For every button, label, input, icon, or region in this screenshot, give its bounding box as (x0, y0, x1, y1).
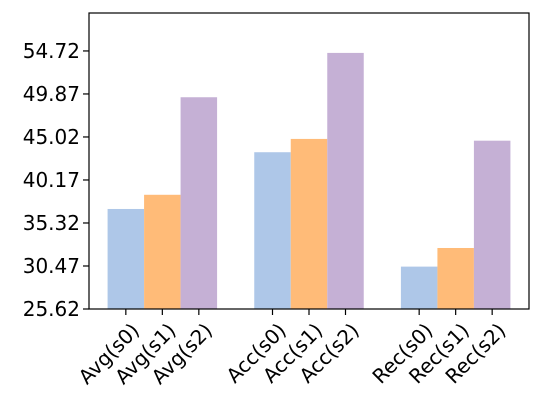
bar-rec-s1 (437, 247, 474, 309)
bar-avg-s2 (180, 97, 218, 309)
bar-acc-s0 (254, 152, 291, 309)
y-tick-label: 30.47 (23, 254, 80, 278)
y-tick-label: 45.02 (23, 125, 80, 149)
y-tick-label: 49.87 (23, 82, 80, 106)
y-axis: 25.62 30.47 35.32 40.17 45.02 49.87 54.72 (23, 39, 89, 321)
y-tick-label: 40.17 (23, 168, 80, 192)
y-tick-label: 35.32 (23, 211, 80, 235)
y-tick-label: 54.72 (23, 39, 80, 63)
x-axis: Avg(s0)Avg(s1)Avg(s2) Acc(s0)Acc(s1)Acc(s… (74, 309, 510, 389)
bar-rec-s2 (473, 140, 511, 309)
y-tick-label: 25.62 (23, 297, 80, 321)
bar-avg-s0 (107, 208, 145, 309)
plot-frame (88, 12, 530, 310)
bars-layer (107, 52, 511, 309)
bar-avg-s1 (144, 194, 181, 309)
bar-acc-s1 (290, 138, 328, 309)
bar-acc-s2 (327, 52, 364, 309)
bar-rec-s0 (400, 266, 438, 309)
